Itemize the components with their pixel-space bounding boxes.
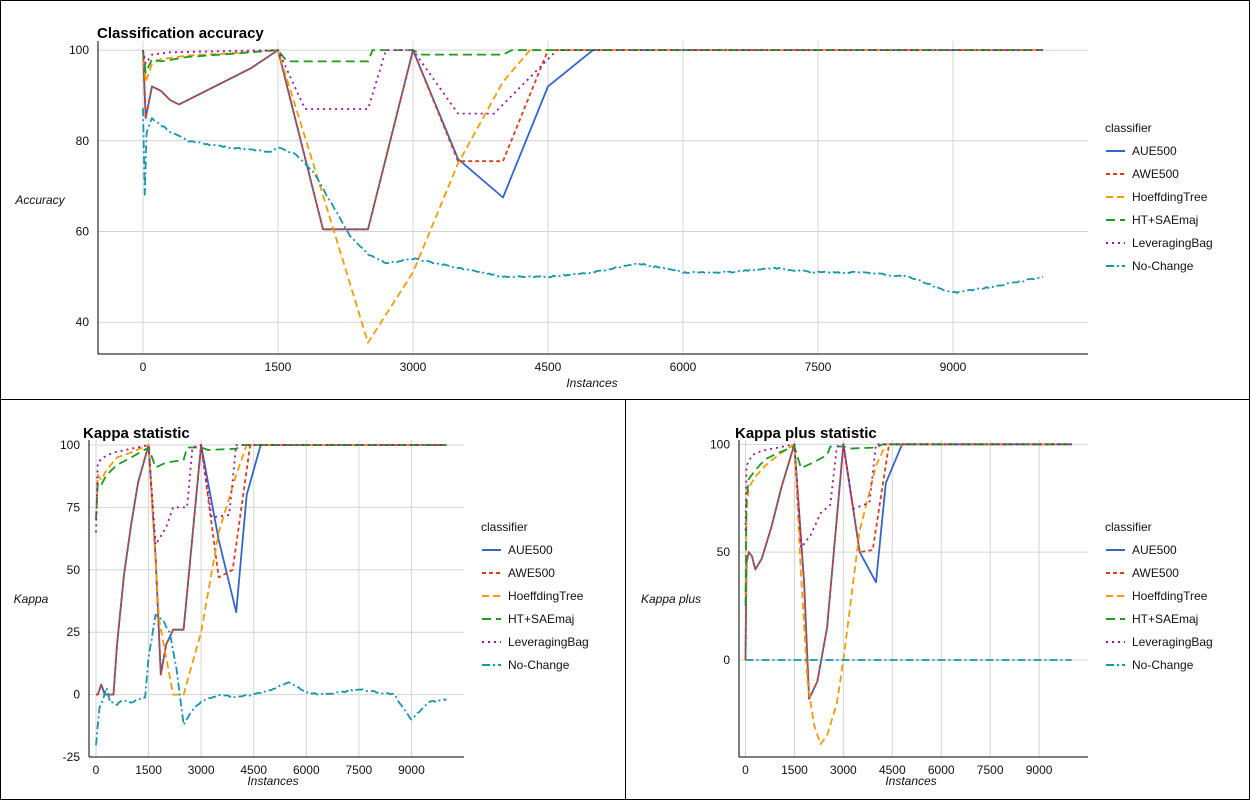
chart-title: Kappa statistic — [83, 425, 190, 442]
y-tick-label: 25 — [67, 625, 81, 639]
x-tick-label: 7500 — [805, 360, 832, 374]
kappa-plus-chart-svg: Kappa plus statistic Instances Kappa plu… — [641, 425, 1213, 788]
legend-item-label: HoeffdingTree — [1132, 190, 1208, 204]
x-tick-label: 3000 — [400, 360, 427, 374]
x-tick-label: 4500 — [240, 763, 267, 777]
kappa-plus-chart-panel: Kappa plus statistic Instances Kappa plu… — [625, 399, 1250, 800]
gridlines — [98, 41, 1088, 354]
legend-item-label: HT+SAEmaj — [508, 612, 574, 626]
series-line-no-change — [142, 108, 1044, 294]
legend-item-label: LeveragingBag — [1132, 236, 1213, 250]
legend-item-label: HT+SAEmaj — [1132, 213, 1198, 227]
legend-item-label: AUE500 — [1132, 144, 1177, 158]
legend-item-label: HoeffdingTree — [1132, 589, 1208, 603]
y-tick-label: 80 — [76, 134, 90, 148]
legend-title: classifier — [1105, 520, 1152, 534]
series-line-leveragingbag — [744, 443, 1072, 549]
x-tick-label: 0 — [140, 360, 147, 374]
x-tick-label: 3000 — [188, 763, 215, 777]
y-axis-label: Accuracy — [14, 193, 65, 207]
y-tick-label: 75 — [67, 500, 81, 514]
y-axis-label: Kappa plus — [641, 592, 701, 606]
legend-item-label: No-Change — [1132, 259, 1194, 273]
y-axis-label: Kappa — [14, 592, 49, 606]
series-line-awe500 — [744, 443, 1072, 700]
x-tick-label: 0 — [742, 763, 749, 777]
legend-item-label: AWE500 — [508, 566, 555, 580]
x-axis-label: Instances — [247, 774, 298, 788]
legend-item-label: HT+SAEmaj — [1132, 612, 1198, 626]
legend-item-label: No-Change — [1132, 658, 1194, 672]
legend-item-label: HoeffdingTree — [508, 589, 584, 603]
y-tick-label: 50 — [67, 563, 81, 577]
series-line-no-change — [95, 613, 447, 746]
legend-item-label: AUE500 — [508, 543, 553, 557]
legend-item-label: LeveragingBag — [508, 635, 589, 649]
y-tick-label: 60 — [76, 225, 90, 239]
series-line-hoeffdingtree — [142, 49, 1043, 344]
x-tick-label: 7500 — [977, 763, 1004, 777]
x-tick-label: 1500 — [135, 763, 162, 777]
x-tick-label: 1500 — [781, 763, 808, 777]
x-tick-label: 6000 — [670, 360, 697, 374]
x-axis-label: Instances — [566, 376, 617, 390]
legend-item-label: LeveragingBag — [1132, 635, 1213, 649]
legend-item-label: No-Change — [508, 658, 570, 672]
x-tick-label: 9000 — [398, 763, 425, 777]
gridlines — [739, 440, 1088, 757]
kappa-chart-svg: Kappa statistic Instances Kappa 0 1500 300… — [14, 425, 589, 788]
series-line-ht-saemaj — [744, 443, 1072, 607]
y-tick-label: 0 — [723, 653, 730, 667]
y-tick-label: 0 — [73, 688, 80, 702]
y-tick-label: 40 — [76, 315, 90, 329]
x-tick-label: 7500 — [346, 763, 373, 777]
y-tick-label: -25 — [63, 750, 81, 764]
legend-title: classifier — [481, 520, 528, 534]
legend-title: classifier — [1105, 121, 1152, 135]
accuracy-chart-panel: Classification accuracy Instances Accura… — [0, 0, 1250, 400]
x-tick-label: 6000 — [928, 763, 955, 777]
gridlines — [89, 440, 464, 758]
series-line-awe500 — [96, 444, 447, 696]
legend-item-label: AWE500 — [1132, 167, 1179, 181]
y-tick-label: 100 — [60, 438, 80, 452]
legend-item-label: AUE500 — [1132, 543, 1177, 557]
series-line-hoeffdingtree — [744, 443, 1072, 745]
y-tick-label: 100 — [710, 437, 730, 451]
y-tick-label: 50 — [717, 545, 731, 559]
x-tick-label: 0 — [93, 763, 100, 777]
chart-title: Classification accuracy — [97, 25, 264, 42]
x-tick-label: 9000 — [1026, 763, 1053, 777]
x-tick-label: 6000 — [293, 763, 320, 777]
x-tick-label: 4500 — [535, 360, 562, 374]
series-line-awe500 — [142, 49, 1043, 231]
x-tick-label: 9000 — [940, 360, 967, 374]
x-axis-label: Instances — [885, 774, 936, 788]
series-line-hoeffdingtree — [95, 444, 447, 696]
x-tick-label: 4500 — [879, 763, 906, 777]
kappa-chart-panel: Kappa statistic Instances Kappa 0 1500 300… — [0, 399, 626, 800]
legend-item-label: AWE500 — [1132, 566, 1179, 580]
series-line-leveragingbag — [142, 49, 1043, 115]
accuracy-chart-svg: Classification accuracy Instances Accura… — [14, 25, 1213, 390]
y-tick-label: 100 — [69, 43, 89, 57]
x-tick-label: 3000 — [830, 763, 857, 777]
x-tick-label: 1500 — [265, 360, 292, 374]
chart-title: Kappa plus statistic — [735, 425, 877, 442]
series-line-ht-saemaj — [95, 444, 447, 520]
